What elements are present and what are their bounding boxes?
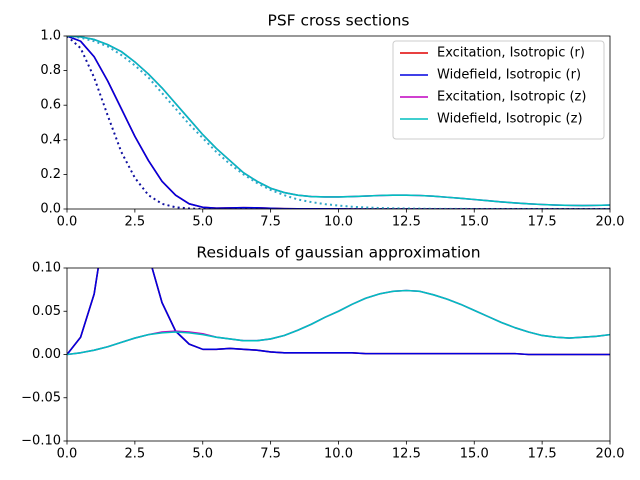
y-tick-label: 0.2: [40, 167, 61, 182]
series-line: [67, 36, 610, 207]
x-tick-label: 0.0: [57, 447, 78, 462]
x-tick-label: 0.0: [57, 215, 78, 230]
y-tick-label: 0.0: [40, 202, 61, 217]
y-tick-label: 1.0: [40, 29, 61, 44]
chart-title: PSF cross sections: [267, 12, 409, 30]
legend-label: Excitation, Isotropic (r): [437, 46, 585, 61]
x-tick-label: 5.0: [192, 447, 213, 462]
x-tick-label: 20.0: [596, 447, 625, 462]
x-tick-label: 2.5: [125, 447, 146, 462]
legend-box: [392, 40, 605, 140]
x-tick-label: 15.0: [460, 447, 489, 462]
y-tick-label: −0.10: [21, 434, 61, 449]
legend-label: Widefield, Isotropic (r): [437, 68, 581, 83]
y-tick-label: 0.10: [32, 261, 61, 276]
series-line: [67, 268, 610, 356]
y-tick-label: 0.6: [40, 98, 61, 113]
y-tick-label: 0.4: [40, 132, 61, 147]
x-tick-label: 15.0: [460, 215, 489, 230]
chart-title: Residuals of gaussian approximation: [196, 244, 480, 262]
legend-label: Excitation, Isotropic (z): [437, 90, 586, 105]
x-tick-label: 10.0: [324, 447, 353, 462]
legend-label: Widefield, Isotropic (z): [437, 112, 583, 127]
series-line: [67, 289, 610, 356]
y-tick-label: 0.00: [32, 347, 61, 362]
x-tick-label: 7.5: [260, 215, 281, 230]
x-tick-label: 12.5: [392, 215, 421, 230]
x-tick-label: 5.0: [192, 215, 213, 230]
x-tick-label: 7.5: [260, 447, 281, 462]
x-tick-label: 2.5: [125, 215, 146, 230]
x-tick-label: 17.5: [528, 215, 557, 230]
plot-area: [67, 268, 610, 356]
x-tick-label: 12.5: [392, 447, 421, 462]
y-tick-label: −0.05: [21, 390, 61, 405]
y-tick-label: 0.05: [32, 304, 61, 319]
x-tick-label: 10.0: [324, 215, 353, 230]
x-tick-label: 17.5: [528, 447, 557, 462]
x-tick-label: 20.0: [596, 215, 625, 230]
y-tick-label: 0.8: [40, 63, 61, 78]
